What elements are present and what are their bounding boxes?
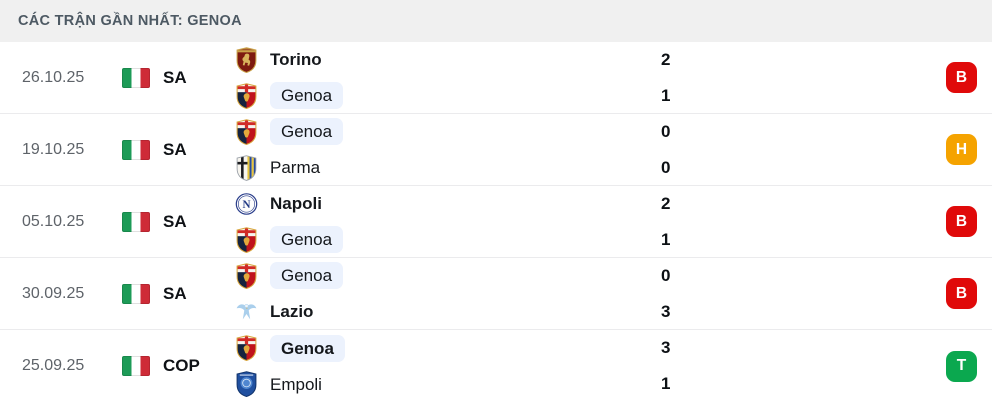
teams-block: Napoli 2 Genoa 1 (235, 189, 946, 255)
result-badge: B (946, 206, 977, 237)
match-row[interactable]: 19.10.25 SA Genoa 0 Parma 0 H (0, 114, 992, 186)
result-badge: B (946, 62, 977, 93)
team-name: Genoa (270, 118, 344, 145)
teams-block: Genoa 3 Empoli 1 (235, 333, 946, 399)
team-score: 1 (661, 229, 671, 249)
team-name: Empoli (270, 374, 322, 394)
genoa-crest-icon (235, 226, 258, 254)
team-score: 2 (661, 193, 671, 213)
genoa-crest-icon (235, 262, 258, 290)
competition-label: SA (163, 283, 187, 303)
team-score: 0 (661, 121, 671, 141)
team-score: 2 (661, 49, 671, 69)
match-date: 26.10.25 (22, 68, 85, 86)
team-score: 0 (661, 265, 671, 285)
team-line: Genoa 3 (235, 333, 946, 363)
team-line: Empoli 1 (235, 369, 946, 399)
teams-block: Genoa 0 Parma 0 (235, 117, 946, 183)
team-line: Genoa 1 (235, 225, 946, 255)
team-line: Lazio 3 (235, 297, 946, 327)
genoa-crest-icon (235, 82, 258, 110)
team-line: Genoa 0 (235, 261, 946, 291)
team-score: 3 (661, 301, 671, 321)
team-score: 0 (661, 157, 671, 177)
teams-block: Genoa 0 Lazio 3 (235, 261, 946, 327)
match-date: 19.10.25 (22, 140, 85, 158)
match-date: 30.09.25 (22, 284, 85, 302)
team-line: Parma 0 (235, 153, 946, 183)
italy-flag-icon (122, 283, 150, 304)
match-date: 05.10.25 (22, 212, 85, 230)
italy-flag-icon (122, 356, 150, 376)
match-row[interactable]: 05.10.25 SA Napoli 2 Genoa 1 B (0, 186, 992, 258)
team-line: Genoa 0 (235, 117, 946, 147)
match-date: 25.09.25 (22, 357, 85, 374)
parma-crest-icon (235, 154, 258, 182)
italy-flag-icon (122, 139, 150, 160)
widget-header: CÁC TRẬN GẦN NHẤT: GENOA (0, 0, 992, 42)
result-badge: T (946, 350, 977, 382)
napoli-crest-icon (235, 190, 258, 218)
result-badge: B (946, 278, 977, 309)
team-score: 1 (661, 85, 671, 105)
match-row[interactable]: 26.10.25 SA Torino 2 Genoa 1 B (0, 42, 992, 114)
team-name: Napoli (270, 194, 322, 213)
match-row[interactable]: 30.09.25 SA Genoa 0 Lazio 3 B (0, 258, 992, 330)
match-row[interactable]: 25.09.25 COP Genoa 3 Empoli 1 T (0, 330, 992, 402)
genoa-crest-icon (235, 118, 258, 146)
team-line: Torino 2 (235, 45, 946, 75)
empoli-crest-icon (235, 370, 258, 398)
italy-flag-icon (122, 211, 150, 232)
competition-label: COP (163, 356, 200, 375)
team-name: Genoa (270, 226, 344, 253)
team-name: Lazio (270, 302, 314, 321)
competition-label: SA (163, 139, 187, 159)
team-score: 3 (661, 338, 671, 357)
team-name: Genoa (270, 262, 344, 289)
team-name: Genoa (270, 82, 344, 109)
teams-block: Torino 2 Genoa 1 (235, 45, 946, 111)
competition-label: SA (163, 67, 187, 87)
team-name: Parma (270, 158, 321, 177)
result-badge: H (946, 134, 977, 165)
team-name: Torino (270, 50, 322, 69)
team-line: Genoa 1 (235, 81, 946, 111)
competition-label: SA (163, 211, 187, 231)
team-line: Napoli 2 (235, 189, 946, 219)
italy-flag-icon (122, 67, 150, 88)
torino-crest-icon (235, 46, 258, 74)
genoa-crest-icon (235, 334, 258, 362)
widget-title: CÁC TRẬN GẦN NHẤT: GENOA (18, 13, 242, 29)
team-name: Genoa (270, 334, 345, 362)
lazio-crest-icon (235, 298, 258, 326)
team-score: 1 (661, 374, 671, 393)
